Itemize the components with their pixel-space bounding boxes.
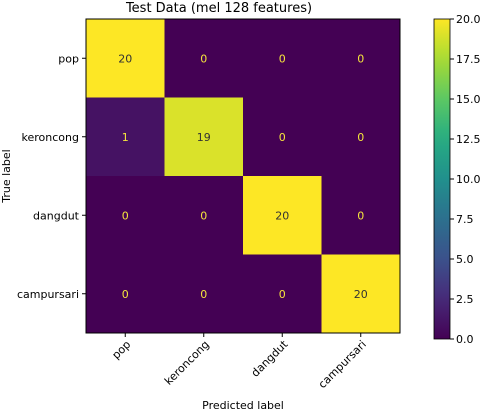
matrix-cell xyxy=(164,176,244,255)
matrix-cell-value: 0 xyxy=(200,209,207,222)
plot-frame xyxy=(85,18,401,334)
colorbar-tick-label: 7.5 xyxy=(456,213,474,226)
matrix-cell-value: 0 xyxy=(200,288,207,301)
colorbar-tick-label: 0.0 xyxy=(456,333,474,346)
matrix-cell-value: 20 xyxy=(354,288,368,301)
matrix-cell-value: 1 xyxy=(122,131,129,144)
colorbar-tick-label: 12.5 xyxy=(456,133,480,146)
x-tick-label: campursari xyxy=(316,338,369,391)
colorbar xyxy=(433,18,451,340)
matrix-cell xyxy=(86,97,165,177)
colorbar-tick-label: 20.0 xyxy=(456,13,480,26)
colorbar-tick-label: 5.0 xyxy=(456,253,474,266)
matrix-cells: 20 0 0 0 1 19 0 0 0 0 20 0 0 0 0 20 xyxy=(86,19,401,334)
y-tick-labels: pop keroncong dangdut campursari xyxy=(17,52,86,301)
x-tick-label: pop xyxy=(110,338,134,362)
matrix-cell xyxy=(164,19,244,98)
colorbar-tick-label: 17.5 xyxy=(456,53,480,66)
x-tick-labels: pop keroncong dangdut campursari xyxy=(110,333,369,391)
matrix-cell-value: 0 xyxy=(279,131,286,144)
colorbar-tick-label: 2.5 xyxy=(456,293,474,306)
y-tick-label: campursari xyxy=(17,288,79,301)
matrix-cell xyxy=(321,97,401,177)
matrix-cell-value: 0 xyxy=(357,131,364,144)
matrix-cell xyxy=(164,97,244,177)
matrix-cell-value: 20 xyxy=(275,209,289,222)
matrix-cell-value: 0 xyxy=(200,52,207,65)
matrix-cell xyxy=(321,176,401,255)
y-tick-label: keroncong xyxy=(22,131,79,144)
matrix-cell xyxy=(321,254,401,334)
y-axis-label: True label xyxy=(0,149,13,203)
matrix-cell xyxy=(243,254,322,334)
matrix-cell-value: 0 xyxy=(122,288,129,301)
chart-title: Test Data (mel 128 features) xyxy=(125,1,312,16)
matrix-cell-value: 19 xyxy=(197,131,211,144)
y-tick-label: pop xyxy=(58,52,79,65)
matrix-cell xyxy=(164,254,244,334)
matrix-cell-value: 0 xyxy=(122,209,129,222)
x-tick-label: dangdut xyxy=(249,337,291,379)
matrix-cell-value: 0 xyxy=(357,209,364,222)
matrix-cell-value: 20 xyxy=(118,52,132,65)
matrix-cell xyxy=(243,97,322,177)
colorbar-ticks: 0.0 2.5 5.0 7.5 10.0 12.5 15.0 17.5 20.0 xyxy=(450,13,480,346)
matrix-cell xyxy=(86,254,165,334)
matrix-cell-value: 0 xyxy=(357,52,364,65)
colorbar-tick-label: 10.0 xyxy=(456,173,480,186)
x-axis-label: Predicted label xyxy=(202,399,284,412)
y-tick-label: dangdut xyxy=(33,209,80,222)
matrix-cell-value: 0 xyxy=(279,288,286,301)
matrix-cell xyxy=(86,176,165,255)
x-tick-label: keroncong xyxy=(162,338,212,388)
matrix-cell xyxy=(86,19,165,98)
matrix-cell xyxy=(243,19,322,98)
colorbar-tick-label: 15.0 xyxy=(456,93,480,106)
matrix-cell xyxy=(243,176,322,255)
matrix-cell-value: 0 xyxy=(279,52,286,65)
matrix-cell xyxy=(321,19,401,98)
